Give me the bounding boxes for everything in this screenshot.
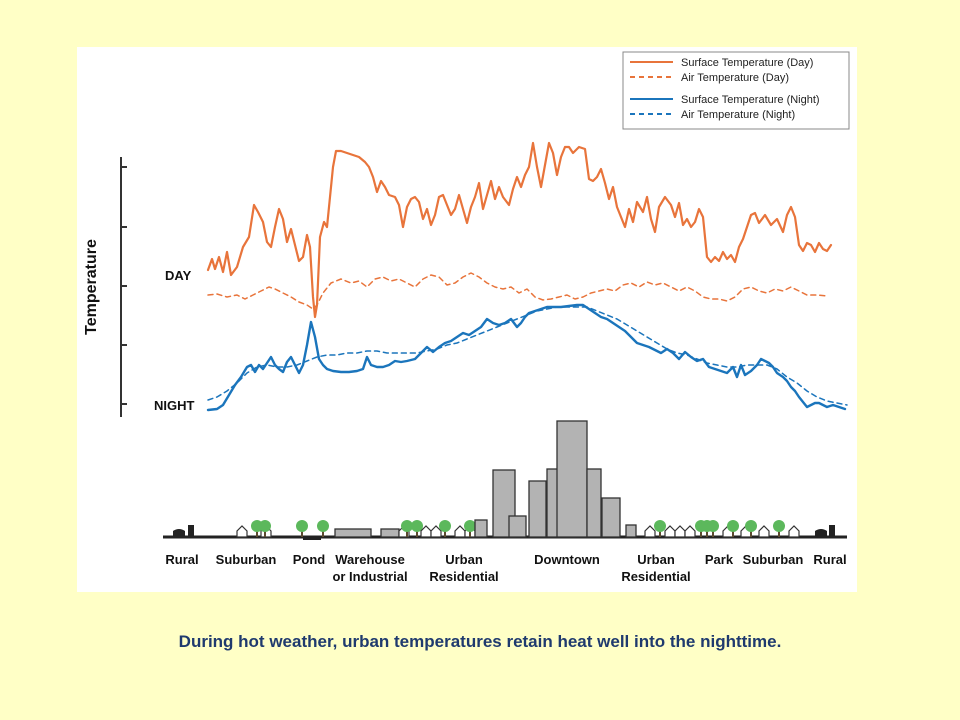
dark-structure xyxy=(829,525,835,537)
warehouse xyxy=(334,528,372,538)
house xyxy=(684,525,696,538)
zone-label-4: Warehouse xyxy=(335,552,405,567)
tree-canopy xyxy=(401,520,413,532)
house xyxy=(430,525,442,538)
house xyxy=(644,525,656,538)
house xyxy=(236,525,248,538)
house xyxy=(664,525,676,538)
legend-entry: Air Temperature (Day) xyxy=(681,72,789,84)
tree-trunk xyxy=(301,529,303,537)
tree-canopy xyxy=(439,520,451,532)
day-level-label: DAY xyxy=(165,268,192,283)
zone-label-9: Suburban xyxy=(743,552,804,567)
tree-trunk xyxy=(469,529,471,537)
barn xyxy=(173,529,185,537)
tree-trunk xyxy=(778,529,780,537)
building xyxy=(586,468,602,538)
tree-trunk xyxy=(322,529,324,537)
zone-label-6: Downtown xyxy=(534,552,600,567)
urban-heat-chart: Temperature DAY NIGHT Surface Temperature (… xyxy=(83,51,850,584)
figure-panel: Temperature DAY NIGHT Surface Temperature (… xyxy=(77,47,857,592)
zone-label-10: Rural xyxy=(813,552,846,567)
building xyxy=(625,524,637,538)
house xyxy=(788,525,800,538)
zone-label-8: Park xyxy=(705,552,734,567)
air-temperature-day-line xyxy=(207,272,828,310)
tree-trunk xyxy=(264,529,266,537)
zone-label-4: or Industrial xyxy=(332,569,407,584)
legend-entry: Air Temperature (Night) xyxy=(681,109,795,121)
y-axis-label: Temperature xyxy=(83,239,100,335)
house xyxy=(454,525,466,538)
pond xyxy=(303,536,321,540)
zone-label-5: Residential xyxy=(429,569,498,584)
tree-canopy xyxy=(259,520,271,532)
tree-trunk xyxy=(732,529,734,537)
legend-box xyxy=(622,51,850,130)
tree-trunk xyxy=(256,529,258,537)
house xyxy=(674,525,686,538)
zone-label-1: Rural xyxy=(165,552,198,567)
tree-canopy xyxy=(464,520,476,532)
building xyxy=(528,480,547,538)
night-level-label: NIGHT xyxy=(154,398,195,413)
tree-canopy xyxy=(317,520,329,532)
building xyxy=(508,515,527,538)
tree-canopy xyxy=(654,520,666,532)
warehouse xyxy=(380,528,400,538)
tree-canopy xyxy=(296,520,308,532)
tree-canopy xyxy=(745,520,757,532)
tree-canopy xyxy=(727,520,739,532)
building xyxy=(601,497,621,538)
zone-label-3: Pond xyxy=(293,552,326,567)
tree-canopy xyxy=(411,520,423,532)
tree-trunk xyxy=(444,529,446,537)
tree-trunk xyxy=(706,529,708,537)
zone-label-7: Urban xyxy=(637,552,675,567)
house xyxy=(420,525,432,538)
caption: During hot weather, urban temperatures r… xyxy=(178,632,782,651)
legend-entry: Surface Temperature (Night) xyxy=(681,94,820,106)
tree-trunk xyxy=(712,529,714,537)
tree-canopy xyxy=(773,520,785,532)
tree-trunk xyxy=(406,529,408,537)
tree-trunk xyxy=(750,529,752,537)
surface-temperature-night-line xyxy=(206,303,847,412)
dark-structure xyxy=(188,525,194,537)
legend-entry: Surface Temperature (Day) xyxy=(681,57,813,69)
zone-label-7: Residential xyxy=(621,569,690,584)
tallest-tower xyxy=(556,420,588,538)
building xyxy=(474,519,488,538)
tree-trunk xyxy=(659,529,661,537)
zone-label-5: Urban xyxy=(445,552,483,567)
zone-label-2: Suburban xyxy=(216,552,277,567)
surface-temperature-day-line xyxy=(206,141,833,319)
tree-trunk xyxy=(416,529,418,537)
tree-canopy xyxy=(707,520,719,532)
house xyxy=(758,525,770,538)
tree-trunk xyxy=(700,529,702,537)
barn xyxy=(815,529,827,537)
